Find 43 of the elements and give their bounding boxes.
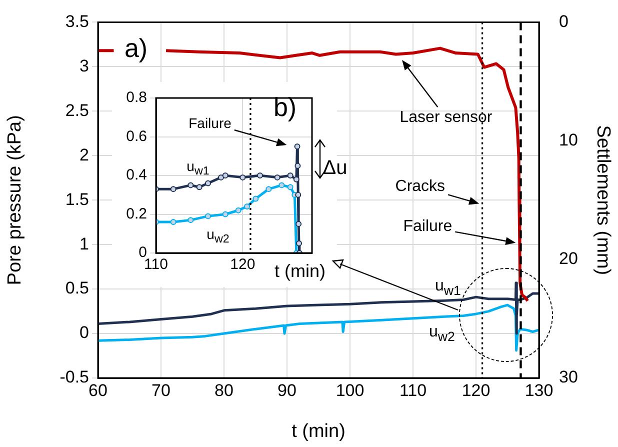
y-tick-label: 0.6 bbox=[126, 128, 147, 145]
y2-tick-label: 10 bbox=[559, 130, 578, 150]
x-tick-label: 120 bbox=[462, 380, 490, 400]
x-tick-label: 120 bbox=[230, 256, 256, 274]
y-tick-label: 0 bbox=[138, 244, 147, 262]
annotation: Failure bbox=[403, 218, 452, 236]
y-tick-label: 1.5 bbox=[65, 190, 89, 209]
y-tick-label: 2.5 bbox=[65, 100, 89, 120]
x-tick-label: 110 bbox=[399, 380, 427, 400]
y-tick-label: 0.8 bbox=[126, 89, 147, 106]
y2-axis-title: Settlements (mm) bbox=[592, 125, 614, 276]
y-tick-label: 0 bbox=[80, 323, 89, 342]
y2-tick-label: 30 bbox=[559, 368, 578, 387]
annotation: u$_{w1}$ bbox=[186, 158, 210, 178]
x-tick-label: 80 bbox=[214, 380, 234, 400]
x-tick-label: 90 bbox=[278, 380, 296, 400]
annotation: a) bbox=[124, 33, 148, 63]
x-axis-title: t (min) bbox=[292, 420, 346, 442]
x-tick-label: 110 bbox=[144, 256, 168, 274]
y-axis-title: Pore pressure (kPa) bbox=[4, 115, 26, 286]
x-tick-label: 130 bbox=[524, 380, 554, 400]
y-tick-label: 0.5 bbox=[65, 278, 89, 298]
x-tick-label: 70 bbox=[152, 380, 170, 400]
annotation: Failure bbox=[188, 115, 232, 131]
annotation: u$_{w2}$ bbox=[429, 324, 455, 344]
annotation: u$_{w1}$ bbox=[435, 278, 461, 298]
y-tick-label: 1 bbox=[80, 234, 89, 254]
annotation: Δu bbox=[322, 157, 348, 179]
x-tick-label: 60 bbox=[88, 380, 108, 400]
annotation: u$_{w2}$ bbox=[206, 226, 230, 246]
y-tick-label: 2 bbox=[80, 145, 89, 164]
y-tick-label: 3 bbox=[80, 56, 89, 76]
y2-tick-label: 20 bbox=[559, 249, 578, 268]
annotation: Cracks bbox=[395, 178, 446, 196]
y-tick-label: 0.2 bbox=[126, 205, 147, 222]
annotation: Laser sensor bbox=[400, 109, 492, 126]
annotation: b) bbox=[273, 92, 297, 122]
y-tick-label: 0.4 bbox=[126, 166, 147, 184]
y-tick-label: -0.5 bbox=[60, 368, 89, 387]
y2-tick-label: 0 bbox=[559, 12, 568, 31]
x-axis-title: t (min) bbox=[274, 260, 326, 281]
x-tick-label: 100 bbox=[336, 380, 364, 400]
y-tick-label: 3.5 bbox=[65, 12, 89, 31]
